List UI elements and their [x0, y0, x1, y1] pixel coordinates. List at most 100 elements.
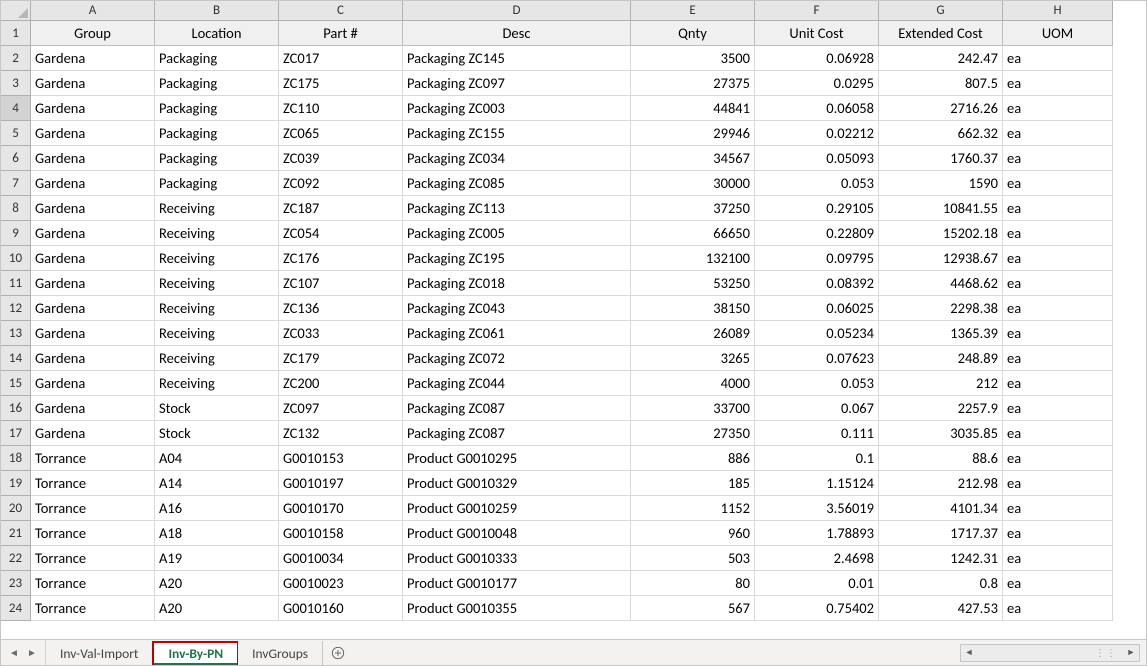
table-cell[interactable]: ZC132: [279, 421, 403, 446]
table-cell[interactable]: 10841.55: [879, 196, 1003, 221]
table-header-cell[interactable]: Qnty: [631, 21, 755, 46]
tab-nav-next[interactable]: ►: [25, 646, 39, 660]
table-cell[interactable]: 185: [631, 471, 755, 496]
table-cell[interactable]: 0.0295: [755, 71, 879, 96]
row-header[interactable]: 13: [1, 321, 31, 346]
table-cell[interactable]: 33700: [631, 396, 755, 421]
table-cell[interactable]: Torrance: [31, 521, 155, 546]
table-cell[interactable]: 0.75402: [755, 596, 879, 621]
table-cell[interactable]: Product G0010333: [403, 546, 631, 571]
table-cell[interactable]: Gardena: [31, 396, 155, 421]
table-cell[interactable]: 4468.62: [879, 271, 1003, 296]
table-cell[interactable]: Torrance: [31, 446, 155, 471]
table-cell[interactable]: Packaging ZC195: [403, 246, 631, 271]
table-cell[interactable]: 34567: [631, 146, 755, 171]
add-sheet-button[interactable]: [323, 640, 353, 665]
table-cell[interactable]: Packaging: [155, 121, 279, 146]
table-cell[interactable]: G0010023: [279, 571, 403, 596]
table-cell[interactable]: ZC065: [279, 121, 403, 146]
row-header[interactable]: 7: [1, 171, 31, 196]
table-cell[interactable]: Gardena: [31, 96, 155, 121]
table-cell[interactable]: A19: [155, 546, 279, 571]
table-cell[interactable]: Torrance: [31, 596, 155, 621]
row-header[interactable]: 19: [1, 471, 31, 496]
select-all-corner[interactable]: [1, 1, 31, 21]
table-cell[interactable]: 66650: [631, 221, 755, 246]
table-cell[interactable]: 567: [631, 596, 755, 621]
table-cell[interactable]: Product G0010048: [403, 521, 631, 546]
table-cell[interactable]: Packaging ZC085: [403, 171, 631, 196]
table-cell[interactable]: 212.98: [879, 471, 1003, 496]
table-cell[interactable]: A04: [155, 446, 279, 471]
table-cell[interactable]: Receiving: [155, 321, 279, 346]
table-header-cell[interactable]: UOM: [1003, 21, 1113, 46]
table-cell[interactable]: 30000: [631, 171, 755, 196]
table-cell[interactable]: 2716.26: [879, 96, 1003, 121]
column-header[interactable]: H: [1003, 1, 1113, 21]
table-cell[interactable]: 807.5: [879, 71, 1003, 96]
table-cell[interactable]: 212: [879, 371, 1003, 396]
column-header[interactable]: F: [755, 1, 879, 21]
table-cell[interactable]: 3035.85: [879, 421, 1003, 446]
table-cell[interactable]: Packaging ZC145: [403, 46, 631, 71]
table-cell[interactable]: Torrance: [31, 546, 155, 571]
table-cell[interactable]: ea: [1003, 496, 1113, 521]
table-cell[interactable]: Product G0010355: [403, 596, 631, 621]
table-cell[interactable]: G0010158: [279, 521, 403, 546]
row-header[interactable]: 4: [1, 96, 31, 121]
table-cell[interactable]: 29946: [631, 121, 755, 146]
table-cell[interactable]: Stock: [155, 396, 279, 421]
table-cell[interactable]: 1717.37: [879, 521, 1003, 546]
column-header[interactable]: D: [403, 1, 631, 21]
table-cell[interactable]: 88.6: [879, 446, 1003, 471]
table-cell[interactable]: Gardena: [31, 321, 155, 346]
table-cell[interactable]: ZC110: [279, 96, 403, 121]
table-cell[interactable]: ea: [1003, 96, 1113, 121]
table-cell[interactable]: 1.15124: [755, 471, 879, 496]
table-cell[interactable]: 1590: [879, 171, 1003, 196]
table-cell[interactable]: 0.06928: [755, 46, 879, 71]
sheet-tab[interactable]: Inv-Val-Import: [46, 641, 153, 665]
row-header[interactable]: 12: [1, 296, 31, 321]
table-cell[interactable]: 12938.67: [879, 246, 1003, 271]
table-cell[interactable]: A20: [155, 571, 279, 596]
table-cell[interactable]: Product G0010259: [403, 496, 631, 521]
table-cell[interactable]: 44841: [631, 96, 755, 121]
table-cell[interactable]: Packaging: [155, 171, 279, 196]
table-cell[interactable]: Receiving: [155, 371, 279, 396]
sheet-tab[interactable]: Inv-By-PN: [153, 642, 238, 666]
table-cell[interactable]: ea: [1003, 121, 1113, 146]
table-cell[interactable]: 0.8: [879, 571, 1003, 596]
row-header[interactable]: 6: [1, 146, 31, 171]
table-cell[interactable]: Gardena: [31, 296, 155, 321]
table-header-cell[interactable]: Unit Cost: [755, 21, 879, 46]
table-cell[interactable]: 80: [631, 571, 755, 596]
table-cell[interactable]: ea: [1003, 146, 1113, 171]
table-cell[interactable]: 0.053: [755, 171, 879, 196]
table-cell[interactable]: Packaging ZC087: [403, 396, 631, 421]
table-cell[interactable]: 1242.31: [879, 546, 1003, 571]
table-cell[interactable]: ea: [1003, 246, 1113, 271]
table-cell[interactable]: ea: [1003, 571, 1113, 596]
hscroll-right[interactable]: ►: [1123, 645, 1139, 661]
row-header[interactable]: 9: [1, 221, 31, 246]
row-header[interactable]: 17: [1, 421, 31, 446]
table-cell[interactable]: Packaging ZC018: [403, 271, 631, 296]
table-cell[interactable]: Gardena: [31, 71, 155, 96]
table-cell[interactable]: ea: [1003, 421, 1113, 446]
table-cell[interactable]: 960: [631, 521, 755, 546]
table-cell[interactable]: 37250: [631, 196, 755, 221]
table-cell[interactable]: 886: [631, 446, 755, 471]
row-header[interactable]: 5: [1, 121, 31, 146]
table-cell[interactable]: Gardena: [31, 246, 155, 271]
table-cell[interactable]: Torrance: [31, 471, 155, 496]
table-cell[interactable]: Packaging ZC087: [403, 421, 631, 446]
table-cell[interactable]: A16: [155, 496, 279, 521]
horizontal-scrollbar[interactable]: ◄ ⋮⋮ ►: [960, 644, 1140, 662]
table-cell[interactable]: Packaging ZC034: [403, 146, 631, 171]
row-header[interactable]: 24: [1, 596, 31, 621]
table-cell[interactable]: Gardena: [31, 196, 155, 221]
row-header[interactable]: 8: [1, 196, 31, 221]
table-cell[interactable]: 132100: [631, 246, 755, 271]
row-header[interactable]: 23: [1, 571, 31, 596]
